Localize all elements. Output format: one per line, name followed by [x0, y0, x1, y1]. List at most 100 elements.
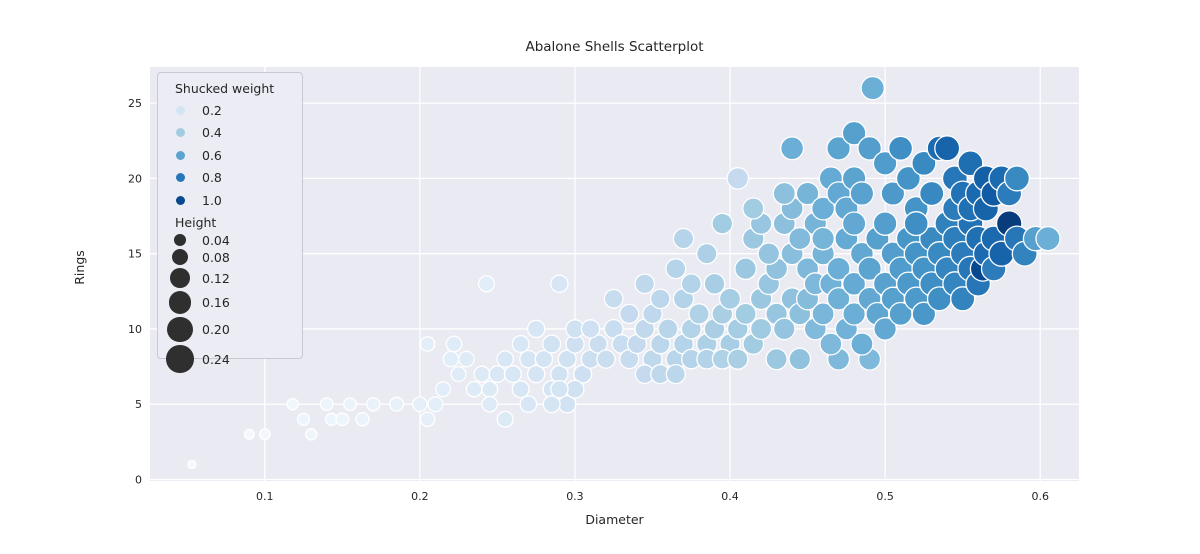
legend-swatch-column [158, 105, 202, 115]
data-point [811, 302, 835, 326]
data-point [649, 288, 671, 310]
y-tick-label: 10 [128, 323, 142, 336]
y-tick-label: 25 [128, 97, 142, 110]
legend-item-label: 0.6 [202, 147, 222, 163]
data-point [419, 411, 436, 428]
x-tick-label: 0.3 [566, 490, 584, 503]
data-point [849, 181, 875, 206]
legend-size-dot-icon [167, 316, 193, 343]
data-point [596, 349, 616, 369]
legend-size-item: 0.04 [158, 233, 302, 248]
data-point [788, 226, 812, 251]
y-tick-label: 20 [128, 172, 142, 185]
data-point [749, 317, 773, 341]
data-point [481, 395, 499, 413]
data-point [526, 364, 546, 384]
data-point [657, 318, 679, 340]
legend-swatch-column [158, 195, 202, 205]
legend-size-dot-icon [168, 291, 192, 314]
data-point [903, 211, 929, 237]
legend-size-item: 0.20 [158, 315, 302, 343]
data-point [826, 256, 851, 281]
y-tick-label: 15 [128, 248, 142, 261]
legend-hue-item: 0.6 [158, 144, 302, 167]
data-point [619, 303, 640, 325]
data-point [187, 459, 197, 470]
data-point [588, 334, 608, 354]
data-point [534, 349, 554, 369]
legend-swatch-column [158, 345, 202, 373]
data-point [688, 303, 710, 325]
data-point [727, 348, 749, 370]
data-point [765, 347, 788, 371]
legend: Shucked weight 0.2 0.4 0.6 0.8 1.0 Height 0.… [157, 72, 303, 373]
legend-item-label: 1.0 [202, 192, 222, 208]
data-point [243, 428, 255, 440]
data-point [811, 226, 835, 251]
data-point [850, 332, 874, 356]
data-point [481, 380, 499, 398]
data-point [465, 380, 483, 398]
data-point [634, 273, 656, 295]
data-point [696, 242, 718, 265]
data-point [726, 167, 750, 190]
x-tick-label: 0.1 [256, 490, 274, 503]
data-point [795, 181, 820, 206]
legend-swatch-column [158, 150, 202, 160]
legend-item-label: 0.04 [202, 232, 230, 248]
legend-hue-entries: 0.2 0.4 0.6 0.8 1.0 [158, 99, 302, 212]
data-point [366, 396, 381, 412]
data-point [442, 350, 460, 368]
legend-size-item: 0.08 [158, 248, 302, 267]
legend-item-label: 0.2 [202, 102, 222, 118]
legend-swatch-column [158, 249, 202, 266]
data-point [542, 334, 562, 354]
data-point [542, 395, 561, 414]
data-point [742, 197, 765, 220]
legend-size-dot-icon [166, 345, 194, 373]
legend-item-label: 0.4 [202, 125, 222, 141]
legend-swatch-column [158, 234, 202, 246]
legend-color-dot-icon [175, 105, 185, 115]
data-point [718, 287, 742, 310]
legend-item-label: 0.8 [202, 170, 222, 186]
data-point [757, 242, 781, 266]
data-point [950, 286, 976, 312]
data-point [665, 363, 686, 385]
data-point [888, 135, 914, 161]
data-point [519, 395, 538, 414]
data-point [355, 412, 370, 427]
data-point [842, 271, 867, 296]
data-point [672, 227, 695, 250]
x-axis-label: Diameter [585, 512, 644, 527]
data-point [1035, 225, 1061, 252]
legend-swatch-column [158, 128, 202, 138]
data-point [511, 380, 530, 399]
data-point [772, 317, 796, 341]
y-axis-label: Rings [71, 250, 87, 285]
chart-title: Abalone Shells Scatterplot [525, 39, 704, 55]
data-point [286, 397, 299, 411]
data-point [872, 211, 898, 236]
data-point [389, 396, 405, 412]
legend-hue-item: 0.8 [158, 167, 302, 190]
data-point [772, 181, 796, 206]
data-point [526, 319, 546, 339]
legend-color-dot-icon [175, 195, 185, 205]
y-tick-label: 5 [135, 398, 142, 411]
data-point [473, 365, 491, 383]
data-point [780, 136, 805, 161]
data-point [477, 275, 496, 293]
legend-size-dot-icon [170, 268, 190, 289]
legend-swatch-column [158, 316, 202, 343]
x-tick-label: 0.2 [411, 490, 429, 503]
legend-hue-title: Shucked weight [175, 81, 275, 96]
legend-color-dot-icon [175, 150, 185, 160]
legend-item-label: 0.16 [202, 295, 230, 311]
data-point [788, 347, 812, 371]
legend-item-label: 0.08 [202, 249, 230, 265]
data-point [435, 381, 452, 398]
data-point [296, 412, 311, 426]
data-point [603, 288, 624, 309]
data-point [857, 135, 882, 161]
